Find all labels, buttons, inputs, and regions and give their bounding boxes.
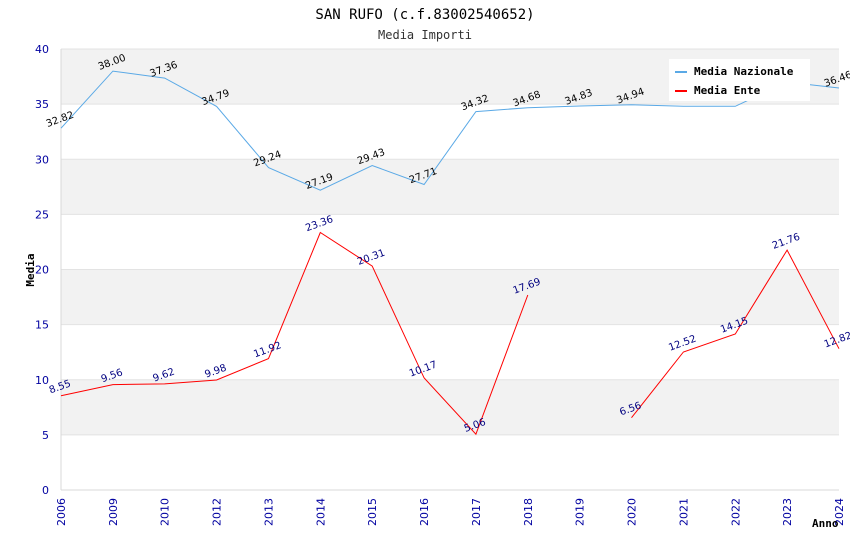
legend-label-ente: Media Ente [694, 84, 761, 97]
x-tick-label: 2020 [626, 498, 639, 526]
x-tick-label: 2014 [314, 498, 327, 526]
y-tick-label: 15 [35, 319, 49, 332]
plot-band [61, 214, 839, 270]
x-tick-label: 2016 [418, 498, 431, 526]
x-tick-label: 2021 [677, 498, 690, 526]
plot-band [61, 434, 839, 490]
x-tick-label: 2006 [55, 498, 68, 526]
x-tick-label: 2010 [159, 498, 172, 526]
legend-label-nazionale: Media Nazionale [694, 65, 794, 78]
chart-title: SAN RUFO (c.f.83002540652) [315, 7, 534, 23]
x-tick-labels: 2006 2009 2010 2012 2013 2014 2015 2016 2017 2018… [55, 498, 846, 526]
y-tick-label: 35 [35, 98, 49, 111]
x-tick-label: 2015 [366, 498, 379, 526]
y-tick-label: 20 [35, 264, 49, 277]
x-axis-label: Anno [812, 517, 839, 530]
plot-background-bands [61, 49, 839, 490]
x-tick-label: 2023 [781, 498, 794, 526]
x-tick-label: 2024 [833, 498, 846, 526]
axes [60, 49, 839, 491]
chart-subtitle: Media Importi [378, 28, 472, 42]
y-tick-label: 0 [42, 484, 49, 497]
plot-band [61, 324, 839, 380]
series-lines [60, 70, 840, 436]
x-tick-label: 2017 [470, 498, 483, 526]
x-tick-label: 2009 [107, 498, 120, 526]
y-tick-label: 25 [35, 208, 49, 221]
legend: Media Nazionale Media Ente [669, 59, 810, 101]
y-tick-label: 30 [35, 153, 49, 166]
x-tick-label: 2019 [574, 498, 587, 526]
y-axis-label: Media [24, 253, 37, 286]
plot-band [61, 379, 839, 435]
series-line-media-ente [60, 231, 840, 436]
x-tick-label: 2012 [211, 498, 224, 526]
legend-box [669, 59, 810, 101]
plot-band [61, 269, 839, 325]
y-tick-label: 10 [35, 374, 49, 387]
x-tick-label: 2018 [522, 498, 535, 526]
y-tick-labels: 0 5 10 15 20 25 30 35 40 [35, 43, 49, 497]
plot-band [61, 159, 839, 215]
x-tick-label: 2013 [262, 498, 275, 526]
x-tick-label: 2022 [729, 498, 742, 526]
plot-band [61, 104, 839, 160]
series-line-media-nazionale [60, 70, 840, 191]
y-tick-label: 5 [42, 429, 49, 442]
y-tick-label: 40 [35, 43, 49, 56]
